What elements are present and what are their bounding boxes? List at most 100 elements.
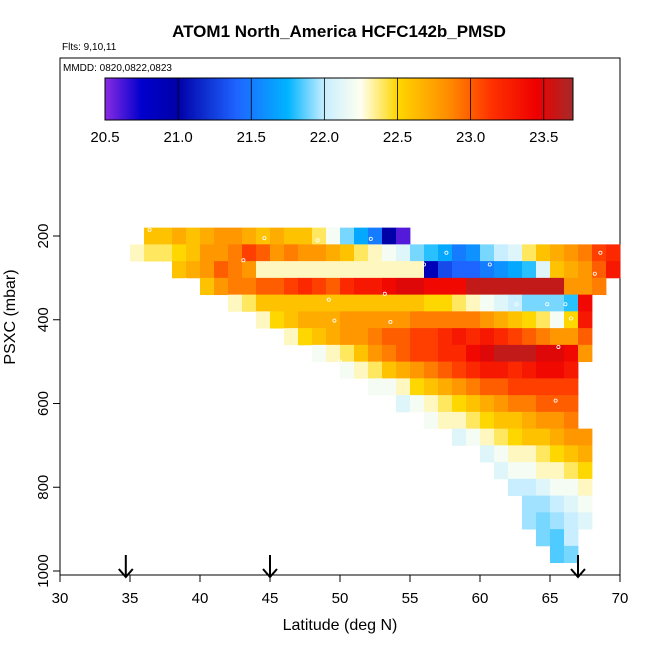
heatmap-cell <box>242 244 257 262</box>
heatmap-cell <box>228 294 243 312</box>
x-tick-label: 50 <box>332 590 349 607</box>
heatmap-cell <box>382 227 397 245</box>
heatmap-cell <box>536 294 551 312</box>
heatmap-cell <box>424 361 439 379</box>
heatmap-cell <box>298 227 313 245</box>
heatmap-cell <box>522 495 537 513</box>
heatmap-cell <box>508 277 523 296</box>
heatmap-cell <box>186 244 201 262</box>
heatmap-cell <box>578 512 593 530</box>
colorbar: 20.5 21.0 21.5 22.0 22.5 23.0 23.5 <box>90 77 574 146</box>
heatmap-cell <box>522 261 537 279</box>
heatmap-cell <box>452 294 467 312</box>
chart-title: ATOM1 North_America HCFC142b_PMSD <box>172 22 506 41</box>
heatmap-cell <box>312 244 327 262</box>
heatmap-cell <box>508 311 523 329</box>
heatmap-cell <box>256 227 271 245</box>
heatmap-cell <box>326 277 341 296</box>
heatmap-cell <box>284 244 299 262</box>
heatmap-cell <box>564 395 579 413</box>
heatmap-cell <box>466 277 481 296</box>
y-axis: 200 400 600 800 1000 <box>35 223 60 588</box>
heatmap-cell <box>508 395 523 413</box>
heatmap-cell <box>480 445 495 463</box>
heatmap-cell <box>564 428 579 446</box>
sample-point <box>382 291 387 296</box>
heatmap-cell <box>522 294 537 312</box>
heatmap-cell <box>522 462 537 480</box>
heatmap-cell <box>312 227 327 245</box>
heatmap-cell <box>270 294 285 312</box>
heatmap-cell <box>200 261 215 279</box>
heatmap-cell <box>494 294 509 312</box>
heatmap-cell <box>564 411 579 430</box>
heatmap-cell <box>410 311 425 329</box>
heatmap-cell <box>130 244 145 262</box>
sample-point <box>553 398 558 403</box>
heatmap-cell <box>368 261 383 279</box>
heatmap-cell <box>424 294 439 312</box>
x-axis-label: Latitude (deg N) <box>283 617 398 634</box>
heatmap-cell <box>298 311 313 329</box>
heatmap-cell <box>578 328 593 346</box>
heatmap-cell <box>172 261 187 279</box>
heatmap-cell <box>480 378 495 396</box>
heatmap-cell <box>466 411 481 430</box>
heatmap-cell <box>480 261 495 279</box>
heatmap-cell <box>256 311 271 329</box>
heatmap-cell <box>480 311 495 329</box>
heatmap-cell <box>214 277 229 296</box>
heatmap-cell <box>284 277 299 296</box>
colorbar-tick-label: 23.0 <box>456 129 485 146</box>
heatmap-cell <box>578 261 593 279</box>
heatmap-cell <box>424 395 439 413</box>
heatmap-cell <box>508 344 523 363</box>
heatmap-cell <box>438 294 453 312</box>
heatmap-cell <box>410 261 425 279</box>
heatmap-cell <box>424 311 439 329</box>
heatmap-cell <box>578 277 593 296</box>
heatmap-cell <box>466 344 481 363</box>
heatmap-cell <box>368 277 383 296</box>
heatmap-cell <box>452 328 467 346</box>
heatmap-cell <box>466 311 481 329</box>
heatmap-cell <box>326 344 341 363</box>
heatmap-cell <box>522 478 537 497</box>
sample-point <box>592 271 597 276</box>
heatmap-cell <box>382 261 397 279</box>
heatmap-cell <box>466 328 481 346</box>
heatmap-cell <box>466 395 481 413</box>
heatmap-cell <box>396 395 411 413</box>
heatmap-cell <box>494 462 509 480</box>
heatmap-cell <box>354 277 369 296</box>
heatmap-cell <box>592 277 607 296</box>
sample-point <box>545 302 550 307</box>
heatmap-cell <box>494 277 509 296</box>
heatmap-cell <box>298 294 313 312</box>
heatmap-cell <box>298 244 313 262</box>
heatmap-cell <box>494 261 509 279</box>
heatmap-cell <box>242 294 257 312</box>
heatmap-cell <box>172 227 187 245</box>
heatmap-cell <box>494 445 509 463</box>
heatmap-cell <box>242 227 257 245</box>
heatmap-cell <box>172 244 187 262</box>
heatmap-cell <box>340 344 355 363</box>
heatmap-cell <box>578 478 593 497</box>
y-tick-label: 400 <box>35 307 52 332</box>
heatmap-cell <box>270 227 285 245</box>
heatmap-cell <box>480 294 495 312</box>
heatmap-cell <box>410 378 425 396</box>
heatmap-cell <box>424 277 439 296</box>
heatmap-cell <box>368 294 383 312</box>
heatmap-cell <box>326 227 341 245</box>
heatmap-cell <box>312 344 327 363</box>
x-tick-label: 55 <box>402 590 419 607</box>
heatmap-cell <box>578 294 593 312</box>
heatmap-cell <box>438 261 453 279</box>
heatmap-cell <box>312 261 327 279</box>
heatmap-cell <box>550 311 565 329</box>
heatmap-cell <box>410 361 425 379</box>
heatmap-cell <box>396 344 411 363</box>
heatmap-cell <box>522 277 537 296</box>
